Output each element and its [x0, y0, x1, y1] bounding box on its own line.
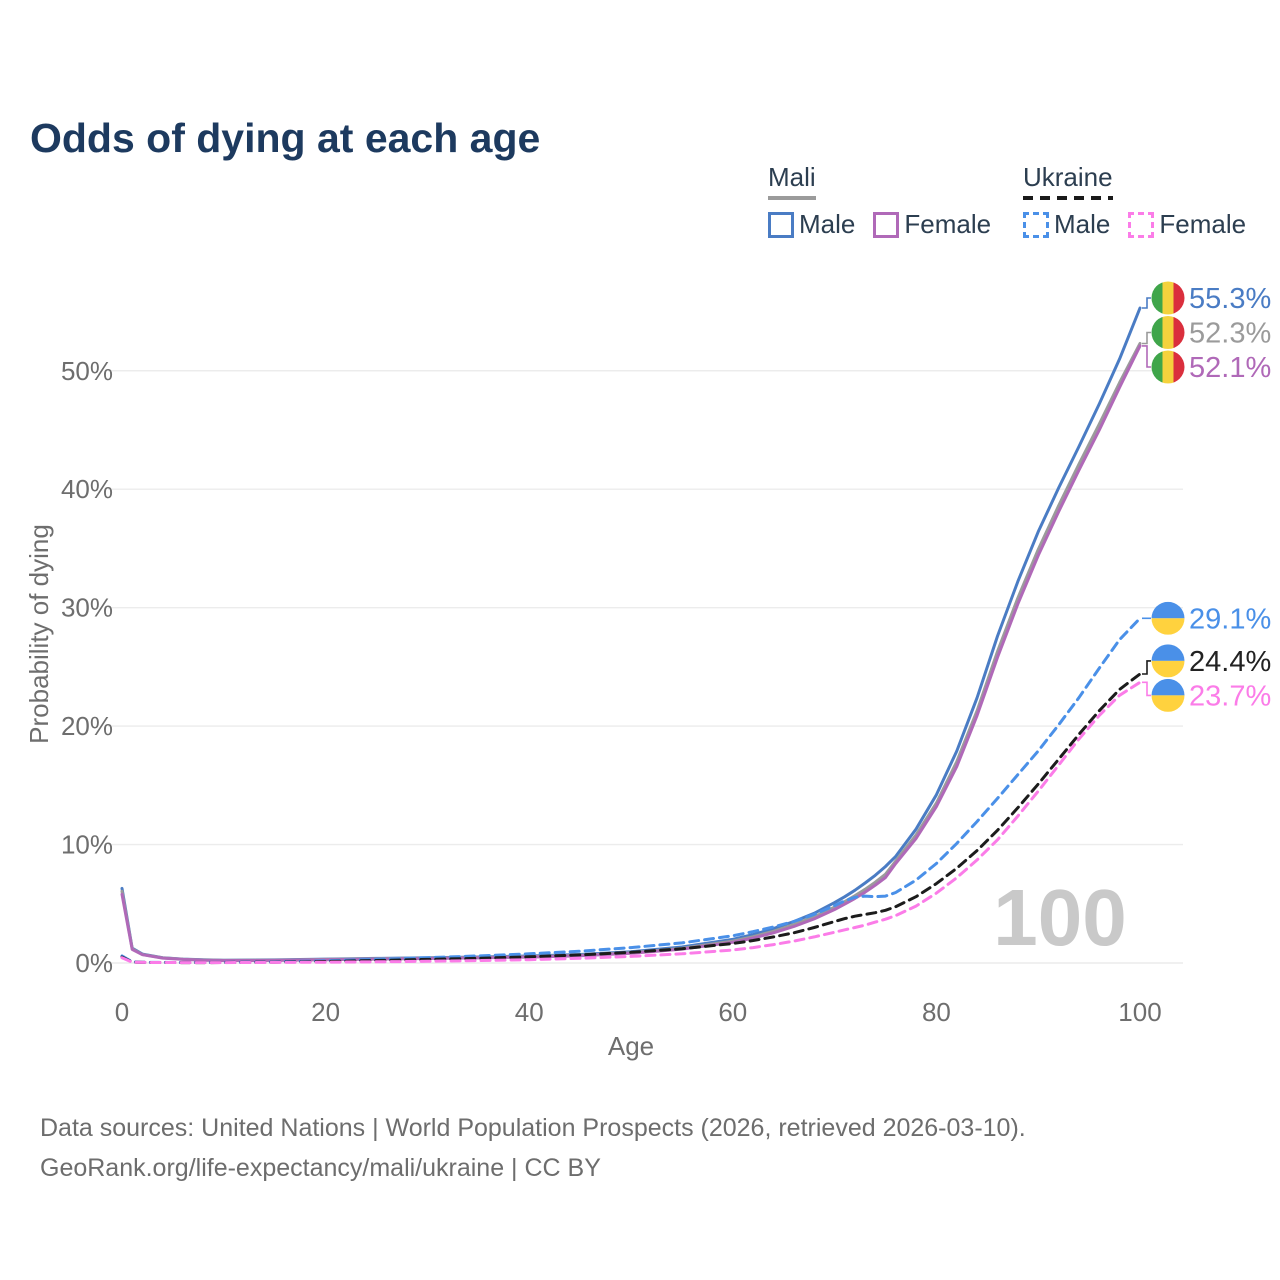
- x-tick-label: 0: [115, 997, 129, 1027]
- x-tick-label: 60: [718, 997, 747, 1027]
- mali-male-swatch-icon: [768, 211, 794, 238]
- series-line-mali-male: [120, 306, 1142, 962]
- legend-country-mali: Mali: [768, 162, 816, 200]
- legend-country-label: Mali: [768, 162, 816, 192]
- end-value-label: 29.1%: [1189, 603, 1271, 635]
- y-tick-label: 0%: [75, 948, 113, 978]
- series-line-ukraine-female: [120, 680, 1142, 965]
- y-tick-label: 30%: [61, 593, 113, 623]
- y-tick-label: 50%: [61, 356, 113, 386]
- legend-item-mali-female[interactable]: Female: [873, 209, 991, 240]
- end-value-label: 24.4%: [1189, 646, 1271, 678]
- label-connector: [1142, 681, 1151, 697]
- x-tick-label: 40: [515, 997, 544, 1027]
- ukraine-flag-icon: [1151, 644, 1185, 678]
- mali-flag-icon: [1151, 315, 1185, 349]
- mali-flag-icon: [1151, 281, 1185, 315]
- attribution-line: GeoRank.org/life-expectancy/mali/ukraine…: [40, 1154, 601, 1182]
- ukraine-flag-icon: [1151, 601, 1185, 635]
- y-tick-label: 10%: [61, 830, 113, 860]
- legend-item-ukraine-male[interactable]: Male: [1023, 209, 1110, 240]
- ukraine-line-style-swatch: [1023, 196, 1113, 200]
- age-counter-watermark: 100: [993, 873, 1126, 962]
- x-axis-title: Age: [608, 1031, 654, 1061]
- end-value-label: 52.3%: [1189, 317, 1271, 349]
- ukraine-female-swatch-icon: [1128, 211, 1155, 238]
- label-connector: [1142, 660, 1151, 675]
- end-value-label: 52.1%: [1189, 352, 1271, 384]
- legend-country-label: Ukraine: [1023, 162, 1113, 192]
- series-line-ukraine-both-sexes: [120, 672, 1142, 965]
- label-connector: [1142, 345, 1151, 368]
- mali-line-style-swatch: [768, 196, 816, 200]
- mali-flag-icon: [1151, 350, 1185, 384]
- ukraine-male-swatch-icon: [1023, 211, 1049, 238]
- y-axis-title: Probability of dying: [24, 524, 54, 744]
- legend-country-ukraine: Ukraine: [1023, 162, 1113, 200]
- legend-label: Male: [799, 209, 856, 239]
- label-connector: [1142, 331, 1151, 345]
- end-value-label: 23.7%: [1189, 680, 1271, 712]
- data-source-line: Data sources: United Nations | World Pop…: [40, 1114, 1026, 1142]
- legend-group-ukraine: Ukraine Male Female: [1023, 162, 1264, 240]
- mali-female-swatch-icon: [873, 211, 900, 238]
- legend-group-mali: Mali Male Female: [768, 162, 1009, 240]
- legend-item-ukraine-female[interactable]: Female: [1128, 209, 1246, 240]
- series-line-mali-female: [120, 344, 1142, 962]
- y-tick-label: 20%: [61, 711, 113, 741]
- end-value-label: 55.3%: [1189, 283, 1271, 315]
- x-tick-label: 80: [922, 997, 951, 1027]
- y-tick-label: 40%: [61, 474, 113, 504]
- series-line-mali-both-sexes: [120, 342, 1142, 962]
- legend-label: Female: [904, 209, 992, 239]
- x-tick-label: 20: [311, 997, 340, 1027]
- label-connector: [1142, 297, 1151, 309]
- legend-item-mali-male[interactable]: Male: [768, 209, 855, 240]
- ukraine-flag-icon: [1151, 678, 1185, 712]
- page-title: Odds of dying at each age: [30, 115, 541, 162]
- x-tick-label: 100: [1118, 997, 1161, 1027]
- legend-label: Female: [1159, 209, 1247, 239]
- legend-label: Male: [1054, 209, 1111, 239]
- footer: Data sources: United Nations | World Pop…: [40, 1108, 1026, 1188]
